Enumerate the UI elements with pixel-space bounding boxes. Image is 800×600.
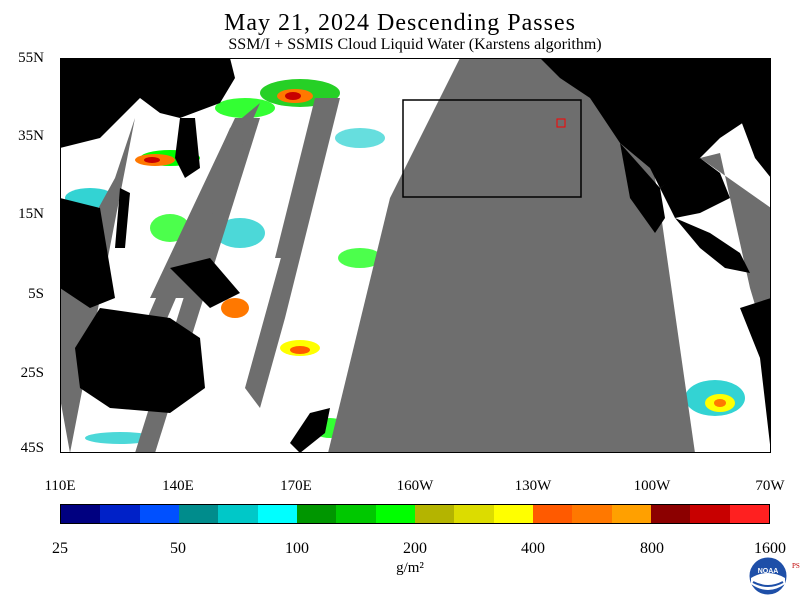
- lat-label-5s: 5S: [28, 286, 44, 302]
- colorbar-swatch-3: [178, 505, 219, 523]
- colorbar-label-100: 100: [285, 540, 309, 557]
- region-box: [402, 99, 582, 198]
- lat-label-35n: 35N: [18, 128, 44, 144]
- chart-subtitle: SSM/I + SSMIS Cloud Liquid Water (Karste…: [228, 36, 602, 53]
- lon-label-170e: 170E: [280, 478, 312, 494]
- colorbar-swatch-17: [729, 505, 769, 523]
- svg-text:NOAA: NOAA: [758, 568, 779, 575]
- colorbar-swatch-16: [690, 505, 730, 523]
- colorbar-swatch-0: [61, 505, 101, 523]
- colorbar-label-400: 400: [521, 540, 545, 557]
- colorbar-units: g/m²: [396, 560, 424, 576]
- colorbar-swatch-11: [493, 505, 533, 523]
- psl-logo-text: PSL: [792, 562, 800, 570]
- colorbar-swatch-12: [532, 505, 573, 523]
- lat-label-15n: 15N: [18, 206, 44, 222]
- lon-label-100w: 100W: [633, 478, 671, 494]
- colorbar-swatch-1: [100, 505, 140, 523]
- noaa-logo: NOAA: [748, 556, 788, 596]
- lat-label-25s: 25S: [20, 365, 44, 381]
- colorbar-swatch-10: [454, 505, 494, 523]
- map-frame: [60, 58, 771, 453]
- land-masses: [60, 58, 771, 453]
- colorbar-swatch-8: [375, 505, 415, 523]
- colorbar-label-800: 800: [640, 540, 664, 557]
- lat-label-55n: 55N: [18, 50, 44, 66]
- colorbar-swatch-14: [611, 505, 651, 523]
- colorbar-label-25: 25: [52, 540, 68, 557]
- colorbar: [60, 504, 770, 524]
- station-marker: [556, 118, 566, 128]
- colorbar-swatch-2: [139, 505, 179, 523]
- chart-title: May 21, 2024 Descending Passes: [224, 10, 576, 36]
- colorbar-swatch-9: [414, 505, 455, 523]
- colorbar-swatch-4: [218, 505, 258, 523]
- colorbar-swatch-6: [296, 505, 337, 523]
- lat-label-45s: 45S: [20, 440, 44, 456]
- colorbar-label-50: 50: [170, 540, 186, 557]
- colorbar-label-200: 200: [403, 540, 427, 557]
- lon-label-140e: 140E: [162, 478, 194, 494]
- colorbar-swatch-7: [336, 505, 376, 523]
- colorbar-label-1600: 1600: [754, 540, 786, 557]
- colorbar-swatch-15: [650, 505, 691, 523]
- colorbar-swatch-13: [572, 505, 612, 523]
- map-plot: [60, 58, 771, 453]
- lon-label-160w: 160W: [396, 478, 434, 494]
- lon-label-130w: 130W: [514, 478, 552, 494]
- colorbar-swatch-5: [257, 505, 297, 523]
- lon-label-110e: 110E: [44, 478, 76, 494]
- lon-label-70w: 70W: [755, 478, 785, 494]
